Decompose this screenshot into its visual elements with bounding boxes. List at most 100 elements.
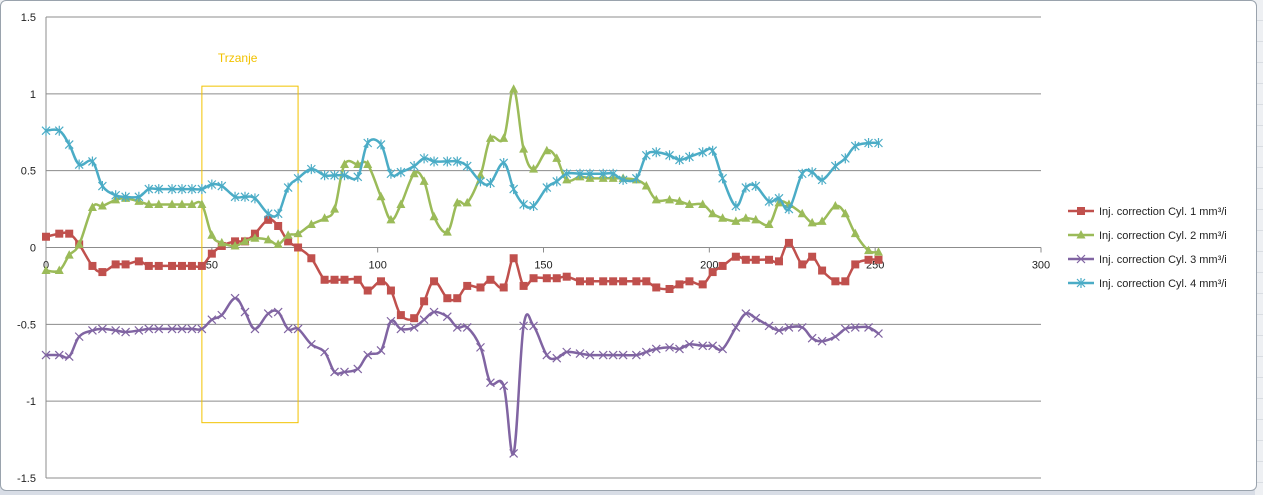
data-point [731,216,741,225]
data-point [330,170,339,181]
data-point [708,341,718,351]
data-point [632,277,641,286]
data-point [240,191,250,202]
data-point [808,252,817,261]
data-point [217,181,227,192]
data-point [197,324,207,334]
data-point [529,274,538,283]
data-point [529,201,538,212]
data-point [88,326,97,335]
data-point [718,261,727,270]
data-point [499,283,508,292]
data-point [330,367,339,377]
data-point [207,230,217,239]
data-point [486,275,495,284]
data-point [476,342,485,352]
data-point [64,139,74,150]
data-point [284,237,293,246]
data-point [731,252,740,261]
data-point [376,139,386,150]
data-point [396,199,406,208]
legend-label: Inj. correction Cyl. 1 mm³/i [1099,206,1227,218]
data-point [54,265,64,275]
data-point [330,204,340,213]
legend[interactable]: Inj. correction Cyl. 1 mm³/i Inj. correct… [1068,206,1227,290]
data-point [443,294,452,303]
data-point [293,173,303,184]
data-point [476,176,485,187]
data-point [207,179,217,190]
data-point [598,168,608,179]
data-point [784,238,793,247]
x-tick-label: 0 [43,260,49,272]
data-point [476,283,485,292]
data-point [386,316,396,326]
data-point [575,168,585,179]
data-point [675,344,684,354]
data-point [575,277,584,286]
data-point [111,190,121,201]
data-point [167,199,177,208]
data-point [850,228,860,238]
data-point [144,261,153,270]
data-point [675,280,684,289]
data-point [718,344,728,354]
data-point [486,378,495,388]
series-line [44,218,880,321]
data-point [263,234,273,244]
y-tick-label: 0.5 [21,166,36,178]
data-point [353,159,363,169]
plot-series [41,84,883,458]
data-point [363,286,372,295]
data-point [519,281,528,290]
data-point [519,199,529,210]
data-point [452,156,462,167]
series-4 [41,125,883,219]
data-point [187,199,197,208]
data-point [499,381,509,391]
data-point [741,182,751,193]
data-point [608,350,618,360]
data-point [340,170,349,181]
data-point [167,184,177,195]
data-point [250,324,260,334]
data-point [263,309,273,319]
data-point [320,275,329,284]
data-point [320,213,330,222]
data-point [452,197,462,207]
data-point [619,277,628,286]
data-point [807,167,817,178]
data-point [168,261,177,270]
data-point [273,208,283,219]
data-point [409,322,419,332]
data-point [764,321,774,331]
data-point [864,245,874,255]
data-point [306,164,316,175]
x-tick-label: 150 [534,260,552,272]
legend-label: Inj. correction Cyl. 4 mm³/i [1099,278,1227,290]
data-point [708,145,718,156]
data-point [330,275,339,284]
data-point [134,191,144,202]
data-point [774,257,783,266]
data-point [741,255,750,264]
data-point [363,159,373,169]
series-line [44,128,880,218]
data-point [54,125,64,136]
data-point [386,214,396,224]
data-point [462,197,472,207]
data-point [529,164,539,173]
data-point [817,216,827,225]
data-point [685,151,694,162]
data-point [274,221,283,230]
data-point [240,307,250,317]
data-point [386,286,395,295]
data-point [708,208,718,218]
data-point [485,133,495,142]
y-axis-tick-labels: -1.5 -1 -0.5 0 0.5 1 1.5 [17,12,36,485]
data-point [187,324,197,334]
data-point [774,193,784,204]
data-point [685,339,694,349]
